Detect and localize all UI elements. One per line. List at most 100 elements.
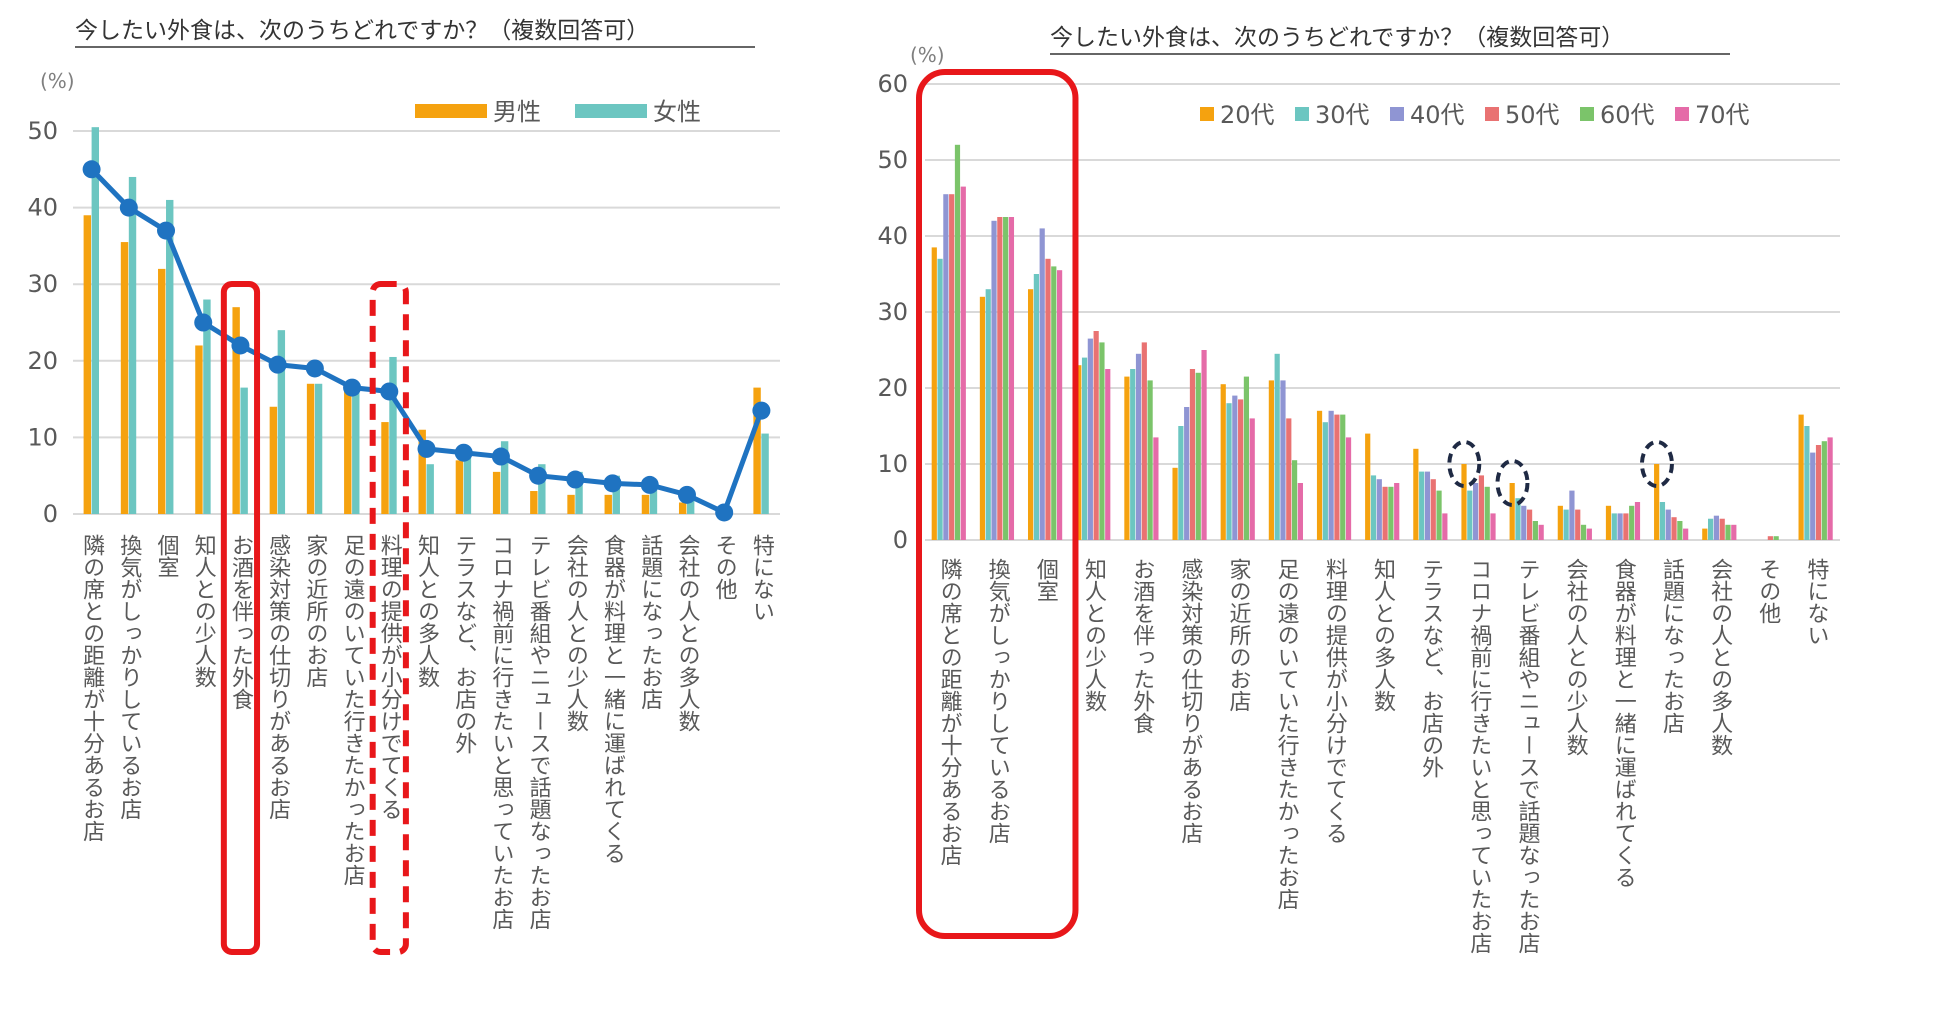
category-label: 特にない (749, 534, 775, 622)
bar-40代-15 (1665, 509, 1671, 540)
category-label: 会社の人との多人数 (1707, 558, 1733, 756)
bar-20代-15 (1654, 464, 1660, 540)
bar-20代-14 (1605, 505, 1612, 540)
category-label: 足の遠のいていた行きたかったお店 (340, 534, 366, 886)
bar-30代-2 (1033, 274, 1039, 540)
bar-40代-1 (991, 220, 997, 541)
bar-70代-11 (1490, 513, 1496, 540)
legend-swatch-男性 (415, 104, 487, 118)
bar-70代-3 (1105, 369, 1111, 540)
legend-label: 50代 (1505, 101, 1560, 129)
line-point-2 (157, 221, 176, 240)
bar-20代-6 (1220, 384, 1226, 540)
bar-20代-5 (1172, 467, 1178, 540)
line-point-9 (417, 439, 436, 458)
bar-男性-18 (753, 387, 761, 514)
category-label: テラスなど、お店の外 (1418, 558, 1444, 778)
bar-男性-14 (604, 494, 612, 514)
y-unit-label: (%) (40, 69, 75, 93)
bar-40代-18 (1810, 452, 1816, 540)
bar-60代-7 (1291, 460, 1298, 540)
chart-title: 今したい外食は、次のうちどれですか？（複数回答可） (75, 18, 649, 44)
bar-40代-10 (1424, 471, 1431, 540)
line-point-17 (715, 503, 734, 522)
bar-20代-12 (1509, 483, 1515, 540)
bar-30代-18 (1804, 426, 1810, 540)
bar-女性-8 (389, 356, 397, 514)
bar-男性-11 (492, 471, 501, 514)
legend-label: 女性 (653, 98, 701, 126)
bar-50代-16 (1719, 518, 1725, 540)
bar-60代-6 (1243, 376, 1250, 540)
bar-男性-1 (120, 242, 129, 514)
bar-70代-5 (1201, 350, 1207, 540)
bar-70代-0 (960, 186, 966, 540)
legend-label: 30代 (1315, 101, 1370, 129)
category-label: 感染対策の仕切りがあるお店 (1177, 558, 1203, 844)
bar-20代-7 (1268, 380, 1274, 540)
bar-女性-14 (612, 475, 620, 514)
bar-50代-0 (949, 194, 955, 540)
bar-50代-2 (1045, 258, 1051, 540)
category-label: テレビ番組やニュースで話題なったお店 (526, 534, 552, 930)
bar-20代-0 (931, 247, 937, 540)
category-label: 話題になったお店 (1659, 558, 1685, 734)
line-point-5 (268, 355, 287, 374)
legend-label: 40代 (1410, 101, 1465, 129)
bar-40代-7 (1280, 380, 1286, 540)
bar-男性-16 (678, 502, 687, 514)
bar-40代-13 (1569, 490, 1575, 540)
y-tick-label: 30 (27, 270, 58, 298)
category-label: 換気がしっかりしているお店 (116, 534, 142, 820)
bar-20代-13 (1557, 505, 1563, 540)
bar-男性-3 (195, 345, 203, 514)
category-label: テラスなど、お店の外 (451, 534, 477, 754)
bar-50代-4 (1141, 342, 1147, 540)
category-label: 知人との少人数 (1081, 558, 1107, 712)
bar-70代-2 (1056, 270, 1063, 540)
bar-50代-11 (1478, 475, 1485, 540)
bar-男性-12 (530, 491, 538, 514)
bar-女性-10 (463, 448, 472, 514)
bar-30代-9 (1370, 475, 1377, 540)
bar-40代-4 (1135, 353, 1142, 540)
bar-60代-8 (1340, 414, 1346, 540)
bar-30代-11 (1467, 490, 1473, 540)
bar-20代-2 (1027, 289, 1034, 540)
category-label: 会社の人との多人数 (674, 534, 700, 732)
line-point-0 (82, 160, 101, 179)
category-label: コロナ禍前に行きたいと思っていたお店 (1466, 558, 1492, 954)
bar-女性-13 (575, 471, 583, 514)
bar-20代-4 (1124, 376, 1130, 540)
y-tick-label: 30 (877, 298, 908, 326)
bar-50代-5 (1189, 369, 1196, 540)
bar-30代-0 (937, 258, 943, 540)
bar-30代-15 (1659, 502, 1666, 540)
bar-女性-18 (761, 433, 769, 514)
bar-男性-4 (232, 307, 240, 514)
line-point-4 (231, 336, 250, 355)
line-point-7 (343, 378, 362, 397)
bar-40代-3 (1087, 338, 1093, 540)
bar-30代-1 (985, 289, 991, 540)
highlight-circle-2 (1495, 459, 1530, 507)
bar-70代-9 (1394, 483, 1400, 540)
y-tick-label: 20 (877, 374, 908, 402)
highlight-box-0 (916, 69, 1079, 939)
bar-30代-7 (1274, 353, 1280, 540)
bar-女性-5 (277, 330, 286, 514)
bar-20代-16 (1702, 528, 1708, 540)
category-label: 料理の提供が小分けでてくる (377, 534, 403, 820)
legend-swatch-60代 (1580, 107, 1594, 121)
line-point-18 (752, 401, 771, 420)
bar-30代-13 (1563, 509, 1569, 540)
bar-女性-3 (203, 299, 211, 514)
highlight-box-1 (369, 281, 409, 955)
bar-60代-1 (1003, 217, 1009, 540)
bar-30代-6 (1226, 403, 1232, 540)
legend-swatch-70代 (1675, 107, 1689, 121)
bar-60代-9 (1388, 486, 1394, 540)
y-unit-label: (%) (910, 43, 945, 67)
bar-40代-6 (1232, 395, 1238, 540)
bar-40代-0 (943, 194, 949, 540)
